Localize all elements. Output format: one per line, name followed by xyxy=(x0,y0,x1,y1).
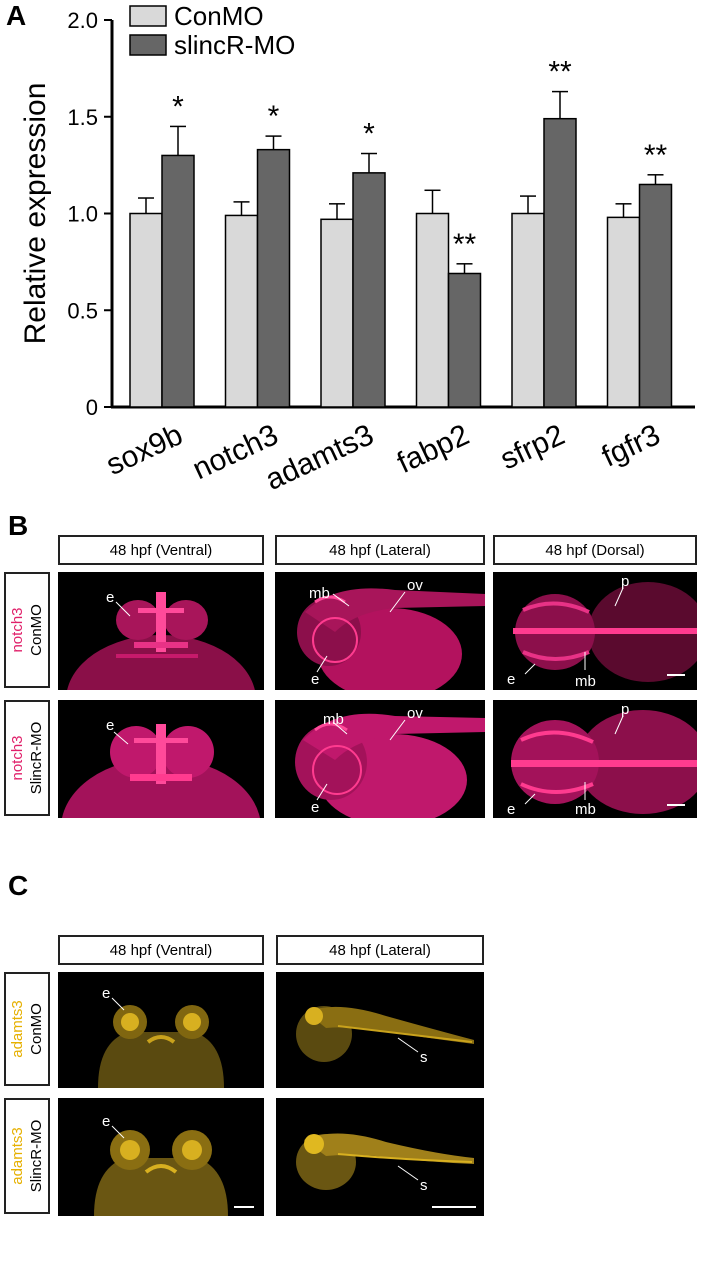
label-e: e xyxy=(106,717,114,734)
scale-bar xyxy=(667,804,685,806)
panel-c-letter: C xyxy=(8,870,29,901)
bar-slincr xyxy=(447,272,482,408)
row-gene-label: notch3 xyxy=(9,607,26,653)
significance-marker: * xyxy=(268,100,280,133)
legend-label: slincR-MO xyxy=(174,30,295,60)
micrograph-c-ventral-slincr: e xyxy=(58,1098,264,1216)
bar-slincr xyxy=(256,148,291,408)
bar-conmo xyxy=(129,212,163,408)
label-e: e xyxy=(102,985,110,1002)
label-mb: mb xyxy=(575,673,596,690)
bar-conmo xyxy=(224,214,259,408)
x-tick-label: sfrp2 xyxy=(495,418,569,476)
y-tick-label: 1.5 xyxy=(67,105,98,130)
label-e: e xyxy=(106,589,114,606)
row-condition-label: ConMO xyxy=(28,604,45,656)
bar-slincr xyxy=(543,117,577,408)
bar-conmo xyxy=(320,218,354,408)
label-mb: mb xyxy=(309,585,330,602)
micrograph-b-ventral-conmo: e xyxy=(58,572,264,690)
label-p: p xyxy=(621,701,629,718)
label-s: s xyxy=(420,1177,428,1194)
micrograph-b-dorsal-conmo: p e mb xyxy=(493,572,697,690)
y-tick-label: 1.0 xyxy=(67,202,98,227)
label-mb: mb xyxy=(575,801,596,818)
x-tick-label: sox9b xyxy=(101,418,188,482)
y-tick-label: 0 xyxy=(86,395,98,420)
label-e: e xyxy=(102,1113,110,1130)
row-gene-label: adamts3 xyxy=(9,1000,26,1058)
significance-marker: ** xyxy=(453,228,477,261)
legend-swatch xyxy=(129,34,167,56)
micrograph-c-lateral-conmo: s xyxy=(276,972,484,1088)
label-ov: ov xyxy=(407,577,423,594)
y-axis-label: Relative expression xyxy=(19,83,52,345)
legend-swatch xyxy=(129,5,167,27)
bar-slincr xyxy=(352,172,386,408)
scale-bar xyxy=(667,674,685,676)
scale-bar xyxy=(234,1206,254,1208)
x-tick-label: fgfr3 xyxy=(597,418,665,473)
row-condition-label: SlincR-MO xyxy=(28,721,45,795)
micrograph-b-dorsal-slincr: p e mb xyxy=(493,700,697,818)
significance-marker: * xyxy=(172,90,184,123)
row-gene-label: notch3 xyxy=(9,735,26,781)
panel-a-letter: A xyxy=(6,0,27,31)
bar-conmo xyxy=(511,212,545,408)
label-s: s xyxy=(420,1049,428,1066)
panel-b-header-ventral: 48 hpf (Ventral) xyxy=(58,535,264,565)
bar-slincr xyxy=(638,183,673,408)
panel-b-header-lateral: 48 hpf (Lateral) xyxy=(275,535,485,565)
panel-b-letter: B xyxy=(8,510,29,541)
micrograph-b-ventral-slincr: e xyxy=(58,700,264,818)
significance-marker: * xyxy=(363,118,375,151)
panel-c-header-ventral: 48 hpf (Ventral) xyxy=(58,935,264,965)
legend-label: ConMO xyxy=(174,1,264,31)
significance-marker: ** xyxy=(548,56,572,89)
y-tick-label: 0.5 xyxy=(67,298,98,323)
micrograph-b-lateral-conmo: mb ov e xyxy=(275,572,485,690)
label-ov: ov xyxy=(407,705,423,722)
row-gene-label: adamts3 xyxy=(9,1127,26,1185)
label-mb: mb xyxy=(323,711,344,728)
x-tick-label: fabp2 xyxy=(392,418,474,480)
label-e: e xyxy=(311,799,319,816)
panel-c-row-label-slincr: adamts3 SlincR-MO xyxy=(4,1098,50,1214)
panel-c-header-lateral: 48 hpf (Lateral) xyxy=(276,935,484,965)
scale-bar xyxy=(432,1206,476,1208)
panel-b-header-dorsal: 48 hpf (Dorsal) xyxy=(493,535,697,565)
micrograph-b-lateral-slincr: mb ov e xyxy=(275,700,485,818)
micrograph-c-ventral-conmo: e xyxy=(58,972,264,1088)
row-condition-label: SlincR-MO xyxy=(28,1119,45,1193)
significance-marker: ** xyxy=(644,139,668,172)
y-tick-label: 2.0 xyxy=(67,8,98,33)
label-e: e xyxy=(507,671,515,688)
label-p: p xyxy=(621,573,629,590)
row-condition-label: ConMO xyxy=(28,1003,45,1055)
label-e: e xyxy=(311,671,319,688)
panel-b-row-label-conmo: notch3 ConMO xyxy=(4,572,50,688)
bar-conmo xyxy=(606,216,641,408)
panel-b-row-label-slincr: notch3 SlincR-MO xyxy=(4,700,50,816)
micrograph-c-lateral-slincr: s xyxy=(276,1098,484,1216)
bar-slincr xyxy=(161,154,195,408)
bar-conmo xyxy=(415,212,450,408)
label-e: e xyxy=(507,801,515,818)
x-tick-label: adamts3 xyxy=(261,418,379,497)
panel-c-row-label-conmo: adamts3 ConMO xyxy=(4,972,50,1086)
